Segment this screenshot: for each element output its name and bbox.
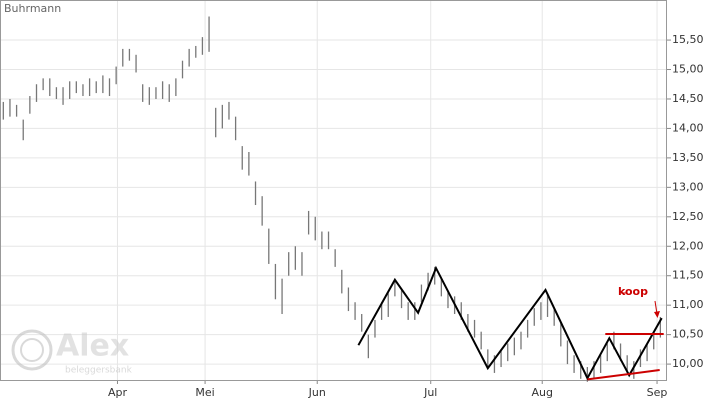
y-tick-label: 12,00 xyxy=(672,239,704,252)
y-tick-label: 11,00 xyxy=(672,298,704,311)
plot-border xyxy=(0,0,667,381)
y-tick-label: 13,00 xyxy=(672,180,704,193)
x-tick-label: Jun xyxy=(308,386,326,399)
y-tick-label: 14,00 xyxy=(672,121,704,134)
trend-line xyxy=(587,369,660,381)
plot xyxy=(0,0,667,380)
x-tick-label: Sep xyxy=(647,386,668,399)
x-tick-label: Aug xyxy=(531,386,552,399)
x-tick-label: Mei xyxy=(195,386,214,399)
y-tick-label: 10,50 xyxy=(672,328,704,341)
y-tick-label: 14,50 xyxy=(672,92,704,105)
x-tick-label: Jul xyxy=(423,386,437,399)
annotation: koop xyxy=(618,285,648,298)
y-tick-label: 13,50 xyxy=(672,151,704,164)
y-tick-label: 12,50 xyxy=(672,210,704,223)
trend-line xyxy=(357,265,663,381)
watermark: Alex beleggersbank xyxy=(11,329,133,376)
annotation-arrowhead xyxy=(654,311,660,318)
y-tick-label: 15,50 xyxy=(672,33,704,46)
y-tick-label: 15,00 xyxy=(672,63,704,76)
chart-title: Buhrmann xyxy=(4,2,61,15)
watermark-logo-inner xyxy=(20,338,44,362)
x-tick-label: Apr xyxy=(108,386,128,399)
watermark-logo xyxy=(11,329,53,371)
watermark-text: Alex xyxy=(56,329,129,364)
y-tick-label: 11,50 xyxy=(672,269,704,282)
watermark-subtext: beleggersbank xyxy=(65,366,133,376)
y-tick-label: 10,00 xyxy=(672,357,704,370)
